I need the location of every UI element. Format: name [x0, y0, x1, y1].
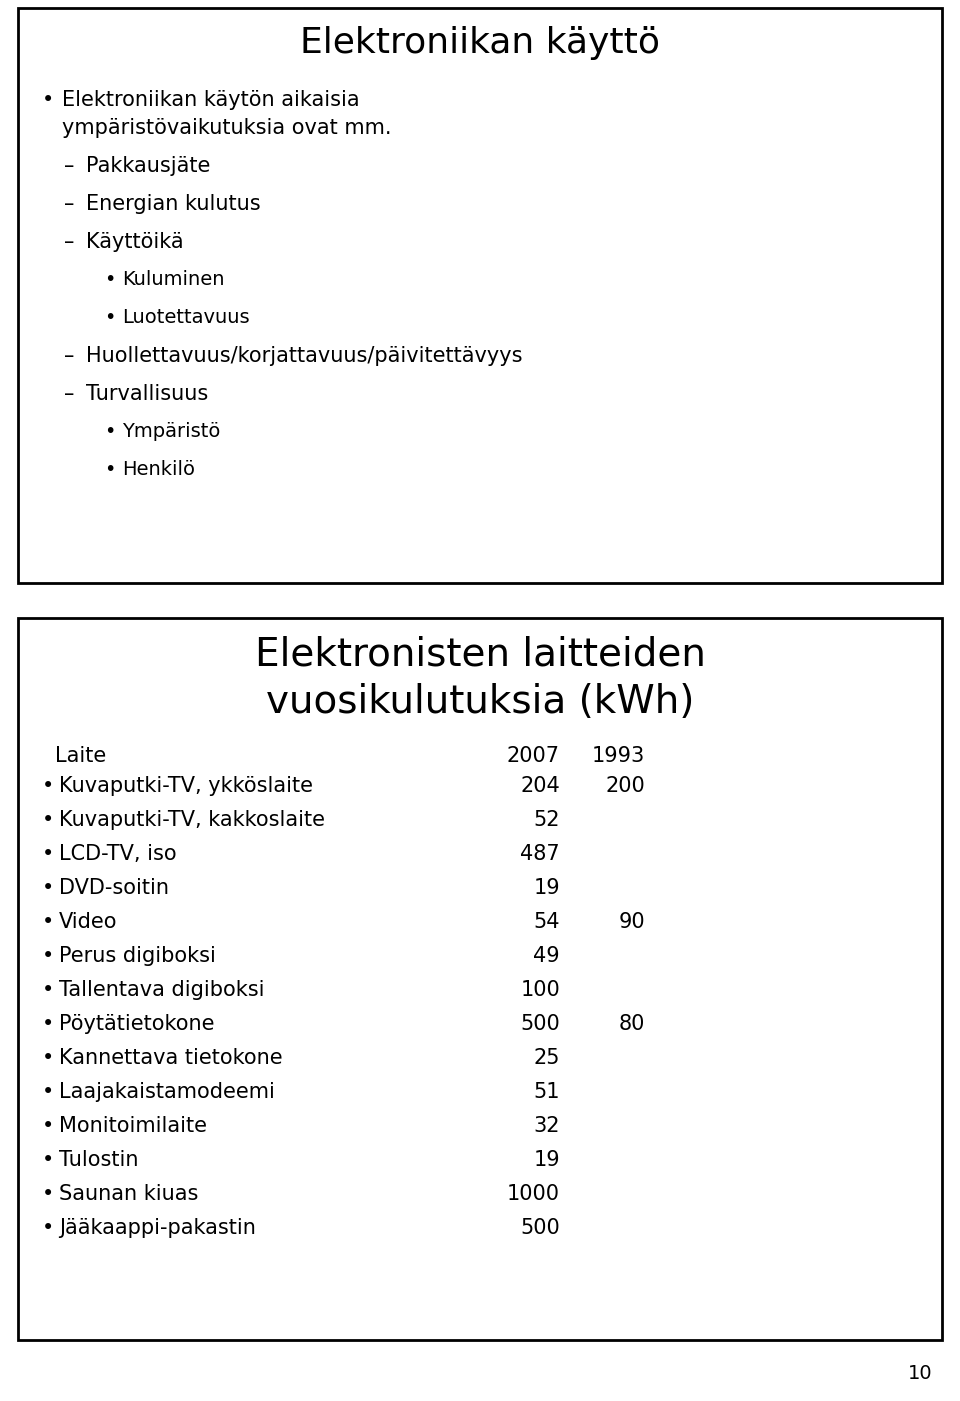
Text: Laite: Laite	[55, 745, 107, 766]
Text: Perus digiboksi: Perus digiboksi	[59, 946, 216, 967]
Text: •: •	[42, 1150, 55, 1170]
Text: 19: 19	[534, 878, 560, 898]
Text: Kannettava tietokone: Kannettava tietokone	[59, 1048, 282, 1068]
Text: –: –	[64, 346, 74, 366]
Text: •: •	[42, 946, 55, 967]
Text: Jääkaappi-pakastin: Jääkaappi-pakastin	[59, 1217, 256, 1238]
Text: •: •	[42, 1048, 55, 1068]
Text: •: •	[104, 270, 115, 289]
Text: 54: 54	[534, 912, 560, 932]
Text: •: •	[42, 1117, 55, 1136]
Text: Monitoimilaite: Monitoimilaite	[59, 1117, 207, 1136]
Text: Pöytätietokone: Pöytätietokone	[59, 1014, 214, 1034]
Text: 500: 500	[520, 1014, 560, 1034]
Text: 52: 52	[534, 810, 560, 829]
Text: 49: 49	[534, 946, 560, 967]
Text: –: –	[64, 193, 74, 214]
Text: Luotettavuus: Luotettavuus	[122, 308, 250, 326]
Text: •: •	[42, 1014, 55, 1034]
Text: Video: Video	[59, 912, 117, 932]
Text: 500: 500	[520, 1217, 560, 1238]
Text: •: •	[42, 776, 55, 796]
Text: 204: 204	[520, 776, 560, 796]
Text: •: •	[104, 422, 115, 441]
Text: 1993: 1993	[591, 745, 645, 766]
Text: •: •	[42, 90, 55, 111]
Text: •: •	[104, 460, 115, 479]
Text: Tulostin: Tulostin	[59, 1150, 138, 1170]
Text: 51: 51	[534, 1082, 560, 1103]
Text: Turvallisuus: Turvallisuus	[86, 384, 208, 403]
Text: Elektronisten laitteiden
vuosikulutuksia (kWh): Elektronisten laitteiden vuosikulutuksia…	[254, 636, 706, 722]
Text: 10: 10	[907, 1365, 932, 1383]
Text: •: •	[42, 843, 55, 864]
Text: •: •	[42, 1184, 55, 1203]
Text: Huollettavuus/korjattavuus/päivitettävyys: Huollettavuus/korjattavuus/päivitettävyy…	[86, 346, 522, 366]
Text: –: –	[64, 233, 74, 252]
Text: •: •	[42, 1217, 55, 1238]
Text: Tallentava digiboksi: Tallentava digiboksi	[59, 981, 265, 1000]
Text: 1000: 1000	[507, 1184, 560, 1203]
Text: 80: 80	[618, 1014, 645, 1034]
Text: 2007: 2007	[507, 745, 560, 766]
Text: Kuvaputki-TV, ykköslaite: Kuvaputki-TV, ykköslaite	[59, 776, 313, 796]
Text: Henkilö: Henkilö	[122, 460, 195, 479]
Text: DVD-soitin: DVD-soitin	[59, 878, 169, 898]
Text: •: •	[42, 810, 55, 829]
Text: Saunan kiuas: Saunan kiuas	[59, 1184, 199, 1203]
Text: •: •	[42, 981, 55, 1000]
Text: –: –	[64, 156, 74, 177]
Text: Kuvaputki-TV, kakkoslaite: Kuvaputki-TV, kakkoslaite	[59, 810, 325, 829]
Text: 200: 200	[605, 776, 645, 796]
Text: •: •	[42, 1082, 55, 1103]
Text: 90: 90	[618, 912, 645, 932]
Bar	[18, 8, 942, 583]
Text: Pakkausjäte: Pakkausjäte	[86, 156, 210, 177]
Text: 487: 487	[520, 843, 560, 864]
Bar	[18, 618, 942, 1339]
Text: Käyttöikä: Käyttöikä	[86, 233, 183, 252]
Text: •: •	[42, 878, 55, 898]
Text: Kuluminen: Kuluminen	[122, 270, 225, 289]
Text: LCD-TV, iso: LCD-TV, iso	[59, 843, 177, 864]
Text: Ympäristö: Ympäristö	[122, 422, 221, 441]
Text: Energian kulutus: Energian kulutus	[86, 193, 260, 214]
Text: 32: 32	[534, 1117, 560, 1136]
Text: 100: 100	[520, 981, 560, 1000]
Text: Elektroniikan käyttö: Elektroniikan käyttö	[300, 27, 660, 60]
Text: 19: 19	[534, 1150, 560, 1170]
Text: Laajakaistamodeemi: Laajakaistamodeemi	[59, 1082, 275, 1103]
Text: •: •	[42, 912, 55, 932]
Text: Elektroniikan käytön aikaisia
ympäristövaikutuksia ovat mm.: Elektroniikan käytön aikaisia ympäristöv…	[62, 90, 392, 139]
Text: –: –	[64, 384, 74, 403]
Text: 25: 25	[534, 1048, 560, 1068]
Text: •: •	[104, 308, 115, 326]
